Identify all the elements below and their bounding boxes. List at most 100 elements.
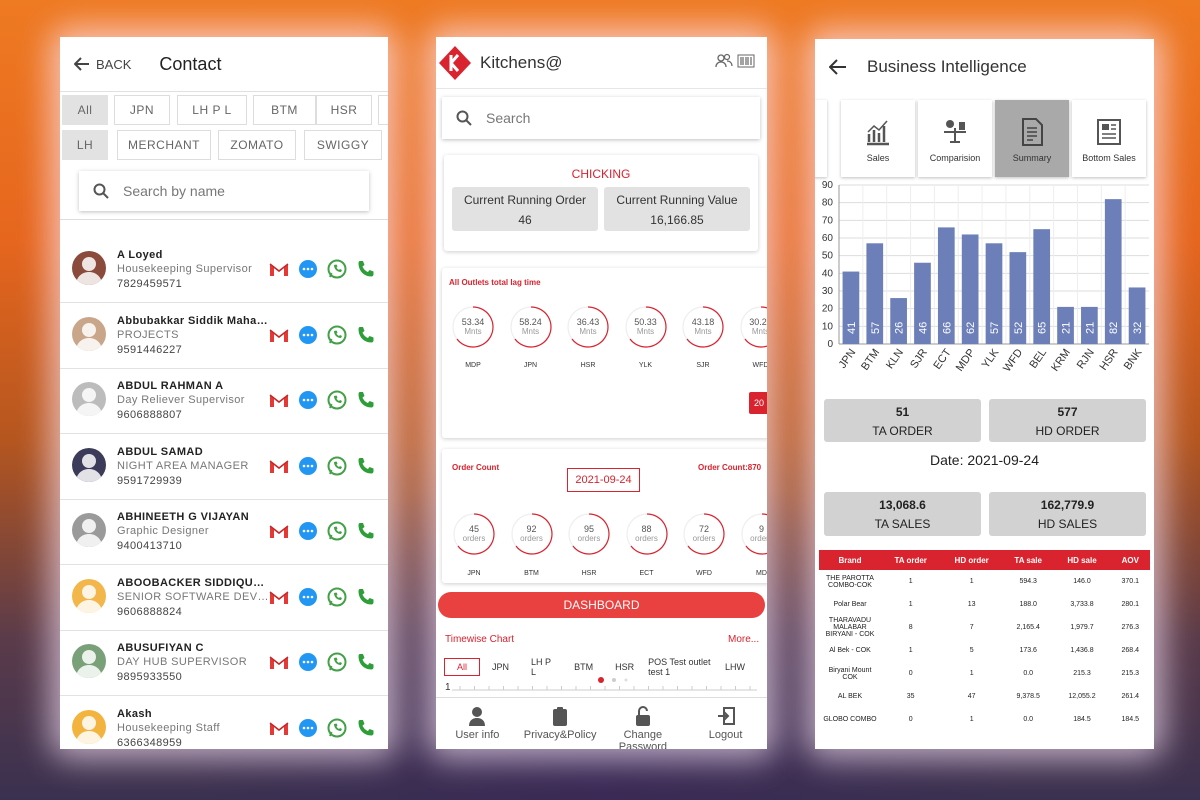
gauge-ring[interactable]: 45 orders (453, 513, 495, 555)
bar[interactable] (1057, 306, 1074, 344)
gmail-icon[interactable] (269, 718, 289, 738)
tab-hsr[interactable]: HSR (615, 662, 635, 672)
messenger-icon[interactable] (298, 521, 318, 541)
bar[interactable] (914, 262, 931, 344)
messenger-icon[interactable] (298, 456, 318, 476)
tab-bottom-sales[interactable]: Bottom Sales (1072, 100, 1146, 177)
tab-btm[interactable]: BTM (574, 662, 594, 672)
whatsapp-icon[interactable] (327, 456, 347, 476)
barcode-icon[interactable] (737, 53, 755, 69)
gmail-icon[interactable] (269, 456, 289, 476)
search-input[interactable]: Search (442, 97, 760, 139)
arrow-left-icon[interactable] (829, 59, 847, 75)
lag-time-badge[interactable]: 20 (749, 392, 767, 414)
table-row[interactable]: Al Bek - COK 1 5 173.6 1,436.8 268.4 (819, 639, 1150, 662)
bar[interactable] (842, 271, 860, 344)
phone-icon[interactable] (356, 259, 376, 279)
whatsapp-icon[interactable] (327, 259, 347, 279)
bar[interactable] (1081, 306, 1098, 344)
bar[interactable] (985, 243, 1003, 344)
bar[interactable] (890, 298, 907, 344)
search-input[interactable]: Search by name (79, 171, 369, 211)
table-header-cell[interactable]: HD sale (1053, 550, 1111, 570)
bar[interactable] (1033, 229, 1051, 344)
filter-chip-hsr[interactable]: HSR (316, 95, 372, 125)
gauge-ring[interactable]: 50.33 Mnts (624, 306, 667, 348)
more-link[interactable]: More... (728, 634, 760, 645)
phone-icon[interactable] (356, 456, 376, 476)
messenger-icon[interactable] (298, 652, 318, 672)
messenger-icon[interactable] (298, 587, 318, 607)
contact-row[interactable]: ABHINEETH G VIJAYAN Graphic Designer 94004… (60, 499, 388, 565)
table-row[interactable]: Polar Bear 1 13 188.0 3,733.8 280.1 (819, 593, 1150, 616)
messenger-icon[interactable] (298, 390, 318, 410)
back-button[interactable]: BACK (74, 57, 131, 72)
gauge-ring[interactable]: 43.18 Mnts (682, 306, 724, 348)
bar[interactable] (1128, 287, 1146, 344)
tab-sales[interactable]: Sales (841, 100, 915, 177)
gmail-icon[interactable] (269, 521, 289, 541)
table-header-cell[interactable]: HD order (940, 550, 1003, 570)
filter-chip-zomato[interactable]: ZOMATO (218, 130, 296, 160)
nav-privacy-policy[interactable]: Privacy&Policy (519, 698, 602, 749)
nav-logout[interactable]: Logout (684, 698, 767, 749)
whatsapp-icon[interactable] (327, 521, 347, 541)
contact-row[interactable]: Akash Housekeeping Staff 6366348959 (60, 696, 388, 750)
dashboard-button[interactable]: DASHBOARD (438, 592, 765, 618)
phone-icon[interactable] (356, 325, 376, 345)
gauge-ring[interactable]: 92 orders (510, 513, 553, 555)
filter-chip-swiggy[interactable]: SWIGGY (304, 130, 382, 160)
filter-chip-all[interactable]: All (62, 95, 108, 125)
gauge-ring[interactable]: 95 orders (568, 513, 610, 555)
messenger-icon[interactable] (298, 718, 318, 738)
filter-chip-more[interactable] (378, 95, 388, 125)
tab-summary[interactable]: Summary (995, 100, 1069, 177)
phone-icon[interactable] (356, 718, 376, 738)
brand-summary-card[interactable]: CHICKING Current Running Order 46 Curren… (444, 155, 758, 251)
nav-user-info[interactable]: User info (436, 698, 519, 749)
users-icon[interactable] (715, 53, 733, 69)
contact-row[interactable]: ABDUL SAMAD NIGHT AREA MANAGER 9591729939 (60, 434, 388, 500)
gmail-icon[interactable] (269, 587, 289, 607)
messenger-icon[interactable] (298, 325, 318, 345)
date-picker[interactable]: 2021-09-24 (567, 468, 640, 492)
phone-icon[interactable] (356, 521, 376, 541)
tab-all[interactable]: All (444, 658, 481, 676)
filter-chip-lhpl[interactable]: LH P L (177, 95, 247, 125)
tab-menu[interactable]: nu (815, 100, 827, 177)
table-header-cell[interactable]: TA sale (1002, 550, 1054, 570)
tab-pos-test[interactable]: POS Test outlet test 1 (648, 657, 711, 677)
filter-chip-lh[interactable]: LH (62, 130, 108, 160)
gmail-icon[interactable] (269, 390, 289, 410)
gauge-ring[interactable]: 58.24 Mnts (509, 306, 552, 348)
tab-comparision[interactable]: Comparision (918, 100, 992, 177)
table-header-cell[interactable]: Brand (819, 550, 881, 570)
table-row[interactable]: THE PAROTTA COMBO-COK 1 1 594.3 146.0 370.1 (819, 570, 1150, 593)
phone-icon[interactable] (356, 587, 376, 607)
gauge-ring[interactable]: 9orders (740, 513, 767, 555)
gmail-icon[interactable] (269, 325, 289, 345)
contact-row[interactable]: Abbubakkar Siddik Maham... PROJECTS 959144… (60, 303, 388, 369)
gauge-ring[interactable]: 53.34 Mnts (452, 306, 494, 348)
filter-chip-jpn[interactable]: JPN (114, 95, 170, 125)
table-row[interactable]: AL BEK 35 47 9,378.5 12,055.2 261.4 (819, 685, 1150, 708)
whatsapp-icon[interactable] (327, 587, 347, 607)
bar[interactable] (1009, 252, 1027, 344)
gauge-ring[interactable]: 88 orders (625, 513, 668, 555)
table-header-cell[interactable]: AOV (1110, 550, 1150, 570)
bar[interactable] (866, 243, 884, 344)
whatsapp-icon[interactable] (327, 652, 347, 672)
whatsapp-icon[interactable] (327, 390, 347, 410)
contact-row[interactable]: ABUSUFIYAN C DAY HUB SUPERVISOR 9895933550 (60, 630, 388, 696)
gauge-ring[interactable]: 36.43 Mnts (567, 306, 609, 348)
messenger-icon[interactable] (298, 259, 318, 279)
table-row[interactable]: THARAVADU MALABAR BIRYANI - COK 8 7 2,165.4… (819, 616, 1150, 639)
gmail-icon[interactable] (269, 652, 289, 672)
filter-chip-btm[interactable]: BTM (253, 95, 316, 125)
contact-row[interactable]: A Loyed Housekeeping Supervisor 7829459571 (60, 237, 388, 303)
tab-lhw[interactable]: LHW (725, 662, 745, 672)
contact-row[interactable]: ABOOBACKER SIDDIQUE ... SENIOR SOFTWARE D… (60, 565, 388, 631)
bar[interactable] (961, 234, 979, 344)
nav-change-password[interactable]: Change Password (602, 698, 685, 749)
phone-icon[interactable] (356, 390, 376, 410)
